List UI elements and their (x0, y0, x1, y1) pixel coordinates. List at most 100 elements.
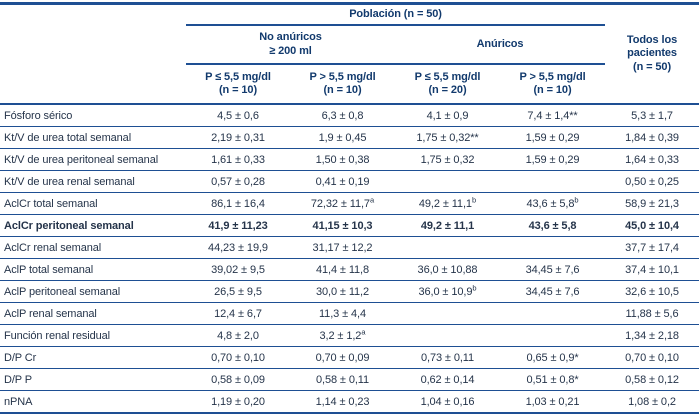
value-cell (500, 237, 605, 259)
value-cell: 41,4 ± 11,8 (315, 263, 370, 276)
value-cell (395, 303, 500, 325)
value-cell: 1,61 ± 0,33 (211, 153, 265, 166)
row-label: Kt/V de urea renal semanal (4, 175, 135, 188)
value-cell: 44,23 ± 19,9 (208, 241, 268, 254)
value-cell: 0,58 ± 0,11 (315, 373, 370, 386)
table-row: AclCr peritoneal semanal 41,9 ± 11,23 41,1… (0, 215, 699, 237)
header-line: pacientes (627, 47, 677, 60)
header-row-groups: No anúricos ≥ 200 ml Anúricos (0, 25, 699, 65)
header-line: ≥ 200 ml (269, 44, 312, 57)
value-cell: 1,84 ± 0,39 (625, 131, 679, 144)
col-header-2: P > 5,5 mg/dl (n = 10) (290, 64, 395, 105)
col-header-4: P > 5,5 mg/dl (n = 10) (500, 64, 606, 105)
value-cell: 1,9 ± 0,45 (318, 131, 367, 144)
value-cell (395, 237, 500, 259)
col-header-3: P ≤ 5,5 mg/dl (n = 20) (395, 64, 500, 105)
row-label: AclCr renal semanal (4, 241, 102, 254)
row-label: Kt/V de urea total semanal (4, 131, 132, 144)
header-line: No anúricos (259, 31, 322, 44)
value-cell (395, 325, 500, 347)
value-cell: 26,5 ± 9,5 (214, 285, 262, 298)
value-cell: 31,17 ± 12,2 (312, 241, 373, 254)
header-line: P > 5,5 mg/dl (309, 70, 376, 83)
value-cell: 1,59 ± 0,29 (525, 131, 580, 144)
value-cell: 0,62 ± 0,14 (420, 373, 475, 386)
value-cell: 43,6 ± 5,8 (528, 219, 577, 232)
table-row: Función renal residual 4,8 ± 2,0 3,2 ± 1,2… (0, 325, 699, 347)
value-cell: 32,6 ± 10,5 (625, 285, 679, 298)
value-cell: 39,02 ± 9,5 (211, 263, 265, 276)
value-cell: 7,4 ± 1,4** (527, 109, 578, 122)
value-cell: 11,3 ± 4,4 (318, 307, 367, 320)
value-cell: 0,51 ± 0,8* (526, 373, 579, 386)
table-row: AclP renal semanal 12,4 ± 6,7 11,3 ± 4,4 11… (0, 303, 699, 325)
value-cell: 72,32 ± 11,7a (310, 194, 375, 210)
value-cell: 1,03 ± 0,21 (525, 395, 580, 408)
value-cell (500, 303, 605, 325)
table-row: Kt/V de urea peritoneal semanal 1,61 ± 0,… (0, 149, 699, 171)
row-label: AclP total semanal (4, 263, 94, 276)
value-cell: 4,5 ± 0,6 (217, 109, 259, 122)
value-cell: 0,57 ± 0,28 (211, 175, 265, 188)
value-cell: 30,0 ± 11,2 (315, 285, 370, 298)
value-cell: 36,0 ± 10,9b (418, 282, 477, 298)
value-cell: 41,9 ± 11,23 (208, 219, 268, 232)
header-line: (n = 50) (633, 60, 672, 73)
table-row: D/P P 0,58 ± 0,09 0,58 ± 0,11 0,62 ± 0,14 0,… (0, 369, 699, 391)
value-cell: 86,1 ± 16,4 (211, 197, 265, 210)
corner-cell (0, 3, 186, 105)
value-cell: 49,2 ± 11,1b (418, 194, 477, 210)
value-cell: 1,50 ± 0,38 (315, 153, 370, 166)
value-cell: 0,58 ± 0,12 (625, 373, 679, 386)
col-group-anuricos: Anúricos (395, 25, 606, 65)
row-label: nPNA (4, 395, 33, 408)
value-cell: 0,70 ± 0,09 (315, 351, 370, 364)
header-row-population: Población (n = 50) Todos los pacientes (… (0, 3, 699, 105)
value-cell: 37,4 ± 10,1 (625, 263, 679, 276)
value-cell: 11,88 ± 5,6 (625, 307, 679, 320)
value-cell: 45,0 ± 10,4 (625, 219, 679, 232)
header-line: (n = 10) (533, 84, 572, 96)
row-label: D/P P (4, 373, 33, 386)
value-cell: 3,2 ± 1,2a (319, 326, 366, 342)
row-label: AclCr total semanal (4, 197, 98, 210)
header-line: P ≤ 5,5 mg/dl (205, 70, 271, 83)
table-header: Población (n = 50) Todos los pacientes (… (0, 3, 699, 105)
value-cell: 1,75 ± 0,32 (420, 153, 475, 166)
value-cell (500, 171, 605, 193)
value-cell: 12,4 ± 6,7 (214, 307, 262, 320)
value-cell: 0,70 ± 0,10 (211, 351, 265, 364)
value-cell: 1,08 ± 0,2 (628, 395, 676, 408)
row-label: AclP renal semanal (4, 307, 97, 320)
value-cell: 1,75 ± 0,32** (416, 131, 479, 144)
value-cell: 34,45 ± 7,6 (525, 285, 580, 298)
value-cell: 0,41 ± 0,19 (315, 175, 370, 188)
value-cell: 1,19 ± 0,20 (211, 395, 265, 408)
header-line: Todos los (626, 33, 678, 46)
value-cell: 1,64 ± 0,33 (625, 153, 679, 166)
row-label: Kt/V de urea peritoneal semanal (4, 153, 159, 166)
header-line: P > 5,5 mg/dl (519, 70, 586, 83)
value-cell: 5,3 ± 1,7 (631, 109, 673, 122)
col-header-todos: Todos los pacientes (n = 50) (605, 3, 699, 105)
value-cell (395, 171, 500, 193)
value-cell: 0,58 ± 0,09 (211, 373, 265, 386)
table-row: AclP total semanal 39,02 ± 9,5 41,4 ± 11,8… (0, 259, 699, 281)
table-row: AclCr total semanal 86,1 ± 16,4 72,32 ± 11… (0, 193, 699, 215)
value-cell: 1,34 ± 2,18 (625, 329, 679, 342)
value-cell: 41,15 ± 10,3 (312, 219, 373, 232)
value-cell: 2,19 ± 0,31 (211, 131, 265, 144)
table-row: AclP peritoneal semanal 26,5 ± 9,5 30,0 ± … (0, 281, 699, 303)
header-row-columns: P ≤ 5,5 mg/dl (n = 10) P > 5,5 mg/dl (n … (0, 64, 699, 105)
value-cell: 1,59 ± 0,29 (525, 153, 580, 166)
header-line: P ≤ 5,5 mg/dl (414, 70, 481, 83)
value-cell: 34,45 ± 7,6 (525, 263, 580, 276)
row-label: AclP peritoneal semanal (4, 285, 121, 298)
value-cell: 58,9 ± 21,3 (625, 197, 679, 210)
value-cell (500, 325, 605, 347)
table-row: nPNA 1,19 ± 0,20 1,14 ± 0,23 1,04 ± 0,16 1,0… (0, 391, 699, 413)
row-label: Fósforo sérico (4, 109, 73, 122)
header-line: (n = 10) (218, 84, 258, 96)
value-cell: 1,14 ± 0,23 (315, 395, 370, 408)
